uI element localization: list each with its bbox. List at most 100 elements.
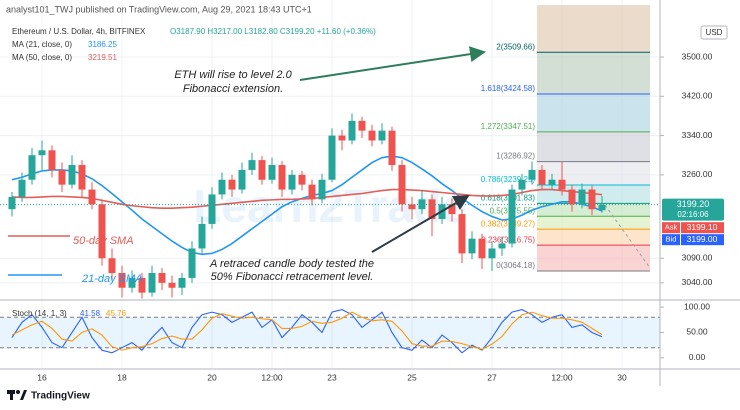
- fib-band: [537, 245, 650, 271]
- candle-body: [118, 273, 126, 288]
- quote-tag: Ask: [665, 223, 678, 232]
- fib-label: 0.618(3201.83): [481, 193, 536, 202]
- footer-logo: [7, 390, 27, 400]
- stoch-title: Stoch (14, 1, 3): [12, 309, 67, 318]
- y-tick-label: 3090.00: [682, 253, 713, 263]
- moving-average-line: [11, 188, 603, 210]
- x-tick-label: 12:00: [551, 372, 573, 382]
- candle-body: [338, 135, 346, 141]
- last-price-label: 3199.20: [677, 199, 710, 209]
- candle-body: [128, 277, 136, 288]
- annotation-sma50: 50-day SMA: [73, 235, 134, 247]
- moving-average-line: [11, 155, 603, 256]
- candle-body: [228, 179, 236, 190]
- quote-box: [681, 222, 724, 234]
- x-tick-label: 30: [617, 372, 627, 382]
- candle-body: [88, 189, 96, 205]
- fib-band: [537, 229, 650, 246]
- candle-body: [198, 223, 206, 249]
- stoch-d-value: 45.76: [106, 309, 127, 318]
- annotation-sma21: 21-day SMA: [81, 273, 143, 285]
- footer-brand: TradingView: [31, 391, 90, 402]
- fib-label: 1.618(3424.58): [481, 84, 536, 93]
- candle-body: [488, 248, 496, 259]
- fib-label: 0.382(3149.27): [481, 219, 536, 228]
- x-tick-label: 27: [487, 372, 497, 382]
- candle-body: [418, 199, 426, 210]
- candle-body: [258, 160, 266, 180]
- stoch-line: [11, 309, 603, 354]
- candle-body: [348, 120, 356, 141]
- stoch-band: [0, 317, 660, 348]
- candle-body: [518, 179, 526, 190]
- ma50-value: 3219.51: [88, 53, 117, 62]
- candle-body: [8, 196, 16, 210]
- quote-tag: Bid: [666, 235, 677, 244]
- x-tick-label: 16: [37, 372, 47, 382]
- candle-body: [268, 165, 276, 180]
- fib-band: [537, 52, 650, 95]
- fib-band: [537, 161, 650, 186]
- x-tick-label: 12:00: [261, 372, 283, 382]
- x-tick-label: 25: [407, 372, 417, 382]
- candle-body: [328, 135, 336, 180]
- ma21-legend: MA (21, close, 0): [12, 40, 72, 49]
- candle-body: [548, 179, 556, 185]
- candle-body: [318, 179, 326, 200]
- candle-body: [298, 174, 306, 185]
- arrow: [299, 46, 486, 81]
- publisher-line: analyst101_TWJ published on TradingView.…: [6, 4, 312, 14]
- fib-band: [537, 203, 650, 217]
- candle-body: [528, 169, 536, 180]
- quote-tag-box: [662, 234, 680, 246]
- projection-line: [604, 204, 651, 269]
- x-tick-label: 20: [207, 372, 217, 382]
- fib-label: 0(3064.18): [496, 261, 535, 270]
- candle-body: [28, 155, 36, 180]
- fib-layer: 0(3064.18) 0.236(3116.75) 0.382(3149.27) 0.…: [481, 5, 650, 272]
- y-tick-label: 3260.00: [682, 169, 713, 179]
- candle-body: [288, 174, 296, 190]
- candle-body: [278, 165, 286, 190]
- candle-body: [558, 179, 566, 190]
- stoch-tick-label: 50.00: [686, 327, 708, 337]
- stoch-layer: [0, 309, 660, 354]
- quote-tag-box: [662, 222, 680, 234]
- countdown-label: 02:16:06: [677, 210, 709, 219]
- candle-body: [208, 194, 216, 224]
- ohlc-legend: O3187.90 H3217.00 L3182.80 C3199.20 +11.…: [170, 27, 376, 36]
- candle-body: [98, 204, 106, 259]
- candle-body: [68, 165, 76, 185]
- candle-body: [598, 204, 606, 211]
- candle-body: [458, 214, 466, 254]
- annotation-retrace: A retraced candle body tested the: [209, 258, 374, 270]
- candle-body: [148, 273, 156, 293]
- fib-band: [537, 216, 650, 230]
- candle-body: [218, 179, 226, 195]
- candle-body: [408, 204, 416, 210]
- ma21-value: 3186.25: [88, 40, 117, 49]
- candle-body: [248, 160, 256, 170]
- y-tick-label: 3420.00: [682, 91, 713, 101]
- stoch-k-value: 41.58: [80, 309, 101, 318]
- stoch-tick-label: 0.00: [689, 352, 706, 362]
- stoch-tick-label: 100.00: [684, 301, 710, 311]
- candle-body: [498, 243, 506, 249]
- candle-body: [398, 165, 406, 205]
- candle-body: [58, 169, 66, 185]
- fib-label: 0.786(3239.25): [481, 175, 536, 184]
- fib-label: 0.236(3116.75): [481, 235, 535, 244]
- y-tick-label: 3040.00: [682, 277, 713, 287]
- candle-body: [38, 150, 46, 156]
- currency-box[interactable]: [700, 25, 728, 40]
- axis-layer: 16 18 20 12:00 23 25 27 12:00 30 3040.00 3090.00 32…: [37, 51, 724, 382]
- candle-body: [178, 277, 186, 288]
- y-tick-label: 3500.00: [682, 51, 713, 61]
- candle-body: [538, 169, 546, 185]
- arrow: [371, 194, 470, 253]
- candle-body: [568, 189, 576, 205]
- candle-body: [508, 189, 516, 244]
- candle-body: [238, 169, 246, 190]
- currency: USD: [706, 28, 723, 37]
